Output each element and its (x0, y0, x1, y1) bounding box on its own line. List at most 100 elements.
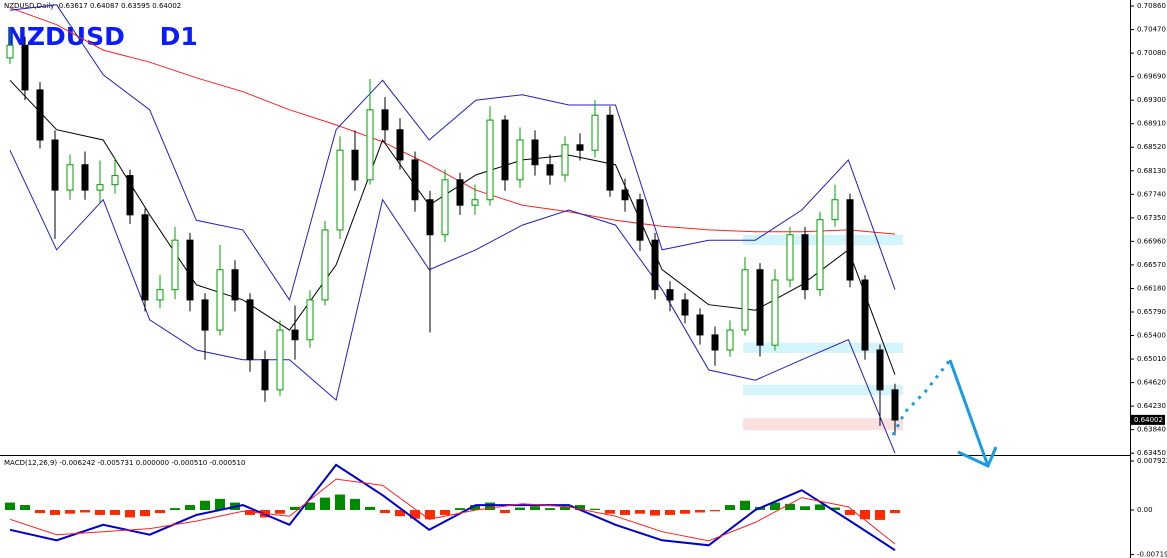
indicator-line (9, 4, 896, 302)
histogram-bar (635, 510, 645, 514)
histogram-bar (530, 506, 540, 511)
histogram-bar (605, 510, 615, 514)
histogram-bar (890, 510, 900, 514)
header: NZDUSD,Daily 0.63617 0.64087 0.63595 0.6… (4, 2, 181, 10)
candle-body (456, 179, 464, 206)
candle-body (231, 269, 239, 301)
histogram-bar (500, 510, 510, 514)
candle-body (216, 269, 224, 331)
histogram-bar (860, 510, 870, 520)
histogram-bar (20, 505, 30, 511)
macd-label: MACD(12,26,9) -0.006242 -0.005731 0.0000… (4, 459, 245, 467)
histogram-bar (380, 510, 390, 514)
macd-line (9, 463, 896, 552)
histogram-bar (440, 510, 450, 515)
histogram-bar (575, 505, 585, 511)
plot: 0.70860 0.70470 0.70080 0.69690 0.69300 0.689… (5, 2, 1167, 558)
histogram-bar (425, 510, 435, 520)
candle-body (306, 299, 314, 341)
histogram-bar (335, 494, 345, 511)
histogram-bar (275, 510, 285, 514)
candle-body (681, 299, 689, 316)
histogram-bar (725, 505, 735, 511)
projection-dotted (891, 359, 952, 436)
histogram-bar (485, 502, 495, 511)
candle-body (771, 279, 779, 346)
candle-body (171, 239, 179, 291)
candle-body (381, 109, 389, 131)
candle-body (36, 89, 44, 141)
histogram-bar (170, 508, 180, 511)
histogram-bar (110, 510, 120, 515)
candle-body (471, 199, 479, 206)
candle-body (621, 189, 629, 201)
histogram-bar (215, 498, 225, 511)
y-tick-label: 0.65400 (1137, 332, 1166, 340)
candle-body (486, 119, 494, 201)
candle-body (156, 289, 164, 301)
y-tick-label: -0.007199 (1137, 551, 1167, 558)
y-tick-label: 0.63450 (1137, 449, 1166, 457)
candle-body (531, 139, 539, 166)
y-tick-label: 0.64230 (1137, 402, 1166, 410)
candle-body (741, 269, 749, 331)
y-tick-label: 0.66960 (1137, 237, 1166, 245)
y-tick-label: 0.70860 (1137, 2, 1166, 10)
candle-body (711, 334, 719, 351)
candle-body (846, 199, 854, 281)
y-tick-label: 0.68910 (1137, 120, 1166, 128)
histogram-bar (245, 510, 255, 515)
title: NZDUSD D1 (6, 22, 198, 51)
candle-body (891, 389, 899, 421)
histogram-bar (80, 510, 90, 513)
histogram-bar (320, 497, 330, 511)
histogram-bar (50, 510, 60, 515)
histogram-bar (620, 510, 630, 515)
y-tick-label: 0.00 (1137, 506, 1153, 514)
macd-line (9, 478, 896, 545)
candle-body (606, 114, 614, 191)
y-tick-label: 0.69300 (1137, 96, 1166, 104)
y-tick-label: 0.63840 (1137, 426, 1166, 434)
candle-body (756, 269, 764, 346)
y-tick-label: 0.70080 (1137, 49, 1166, 57)
candle-body (396, 129, 404, 161)
candle-body (501, 119, 509, 181)
zone (743, 342, 903, 354)
candle-body (51, 139, 59, 191)
current-price-label: 0.64002 (1134, 416, 1163, 424)
candle-body (666, 289, 674, 301)
histogram-bar (800, 506, 810, 511)
candle-body (21, 44, 29, 91)
histogram-bar (770, 502, 780, 511)
candle-body (831, 199, 839, 221)
histogram-bar (185, 505, 195, 511)
candle-body (861, 279, 869, 351)
candle-body (636, 199, 644, 241)
candle-body (876, 349, 884, 391)
y-tick-label: 0.64620 (1137, 379, 1166, 387)
histogram-bar (350, 498, 360, 511)
histogram-bar (845, 510, 855, 515)
zone (743, 385, 903, 396)
candle-body (126, 175, 134, 216)
y-tick-label: 0.67740 (1137, 190, 1166, 198)
y-tick-label: 0.69690 (1137, 73, 1166, 81)
histogram-bar (590, 508, 600, 511)
histogram-bar (65, 510, 75, 514)
histogram-bar (515, 507, 525, 511)
candle-body (516, 139, 524, 181)
histogram-bar (35, 510, 45, 514)
histogram-bar (5, 502, 15, 511)
candle-body (726, 329, 734, 351)
y-tick-label: 0.68130 (1137, 167, 1166, 175)
y-tick-label: 0.65790 (1137, 308, 1166, 316)
histogram-bar (665, 510, 675, 515)
y-tick-label: 0.66180 (1137, 284, 1166, 292)
histogram-bar (140, 510, 150, 517)
candle-body (366, 109, 374, 181)
candle-body (801, 234, 809, 291)
